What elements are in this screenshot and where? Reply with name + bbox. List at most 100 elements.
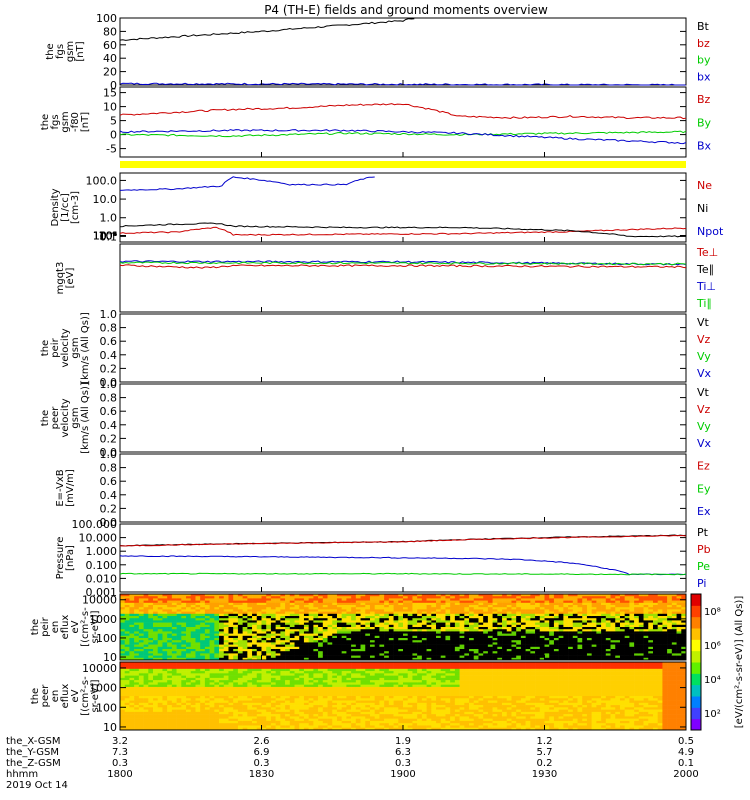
heatmap-cell	[266, 653, 272, 656]
heatmap-cell	[605, 616, 611, 619]
heatmap-cell	[148, 675, 154, 679]
heatmap-cell	[247, 675, 253, 679]
heatmap-cell	[186, 680, 192, 683]
heatmap-cell	[209, 677, 215, 681]
heatmap-cell	[280, 716, 286, 719]
legend-entry: Vz	[697, 403, 711, 416]
heatmap-cell	[162, 611, 168, 615]
heatmap-cell	[186, 705, 192, 708]
heatmap-cell	[374, 609, 380, 612]
heatmap-cell	[398, 611, 404, 615]
heatmap-cell	[252, 607, 258, 610]
heatmap-cell	[233, 668, 239, 672]
heatmap-cell	[469, 618, 475, 621]
heatmap-cell	[506, 605, 512, 608]
heatmap-cell	[181, 602, 187, 606]
heatmap-cell	[157, 727, 163, 731]
heatmap-cell	[181, 711, 187, 715]
heatmap-cell	[454, 631, 460, 634]
heatmap-cell	[459, 655, 465, 659]
heatmap-cell	[384, 629, 390, 632]
heatmap-cell	[138, 705, 144, 708]
heatmap-cell	[195, 677, 201, 681]
heatmap-cell	[186, 602, 192, 606]
heatmap-cell	[228, 671, 234, 674]
heatmap-cell	[190, 689, 196, 692]
heatmap-cell	[299, 627, 305, 630]
series-line-Npot	[119, 176, 375, 191]
heatmap-cell	[577, 633, 583, 637]
heatmap-cell	[544, 618, 550, 621]
heatmap-cell	[619, 607, 625, 610]
heatmap-cell	[162, 720, 168, 724]
heatmap-cell	[266, 686, 272, 690]
heatmap-cell	[577, 646, 583, 650]
heatmap-cell	[266, 662, 272, 665]
heatmap-cell	[134, 714, 140, 717]
heatmap-cell	[369, 644, 375, 648]
heatmap-cell	[120, 631, 126, 634]
heatmap-cell	[124, 686, 130, 690]
heatmap-cell	[153, 646, 159, 650]
heatmap-cell	[417, 609, 423, 612]
heatmap-cell	[138, 675, 144, 679]
heatmap-cell	[143, 693, 149, 697]
heatmap-cell	[506, 611, 512, 615]
heatmap-cell	[436, 633, 442, 637]
heatmap-cell	[586, 596, 592, 599]
heatmap-cell	[167, 707, 173, 710]
heatmap-cell	[497, 616, 503, 619]
heatmap-cell	[638, 602, 644, 606]
heatmap-cell	[440, 598, 446, 601]
heatmap-cell	[261, 613, 267, 617]
heatmap-cell	[558, 640, 564, 643]
heatmap-cell	[190, 600, 196, 604]
heatmap-cell	[648, 624, 654, 628]
heatmap-cell	[181, 631, 187, 634]
heatmap-cell	[615, 624, 621, 628]
heatmap-cell	[134, 682, 140, 685]
series-line-Ni	[119, 222, 687, 238]
heatmap-cell	[157, 720, 163, 724]
heatmap-cell	[549, 646, 555, 650]
heatmap-cell	[638, 613, 644, 617]
heatmap-cell	[289, 664, 295, 667]
heatmap-cell	[629, 594, 635, 597]
heatmap-cell	[355, 640, 361, 643]
heatmap-cell	[200, 673, 206, 676]
heatmap-cell	[426, 613, 432, 617]
heatmap-cell	[120, 607, 126, 610]
heatmap-cell	[200, 622, 206, 626]
heatmap-cell	[676, 657, 682, 661]
heatmap-cell	[412, 642, 418, 645]
heatmap-cell	[167, 668, 173, 672]
heatmap-cell	[204, 664, 210, 667]
heatmap-cell	[502, 631, 508, 634]
heatmap-cell	[374, 607, 380, 610]
heatmap-cell	[195, 709, 201, 713]
heatmap-cell	[520, 598, 526, 601]
heatmap-cell	[497, 649, 503, 652]
heatmap-cell	[153, 709, 159, 713]
heatmap-cell	[520, 616, 526, 619]
heatmap-cell	[351, 644, 357, 648]
heatmap-cell	[586, 620, 592, 623]
heatmap-cell	[487, 627, 493, 630]
heatmap-cell	[346, 657, 352, 661]
heatmap-cell	[582, 651, 588, 654]
heatmap-cell	[289, 598, 295, 601]
heatmap-cell	[157, 616, 163, 619]
heatmap-cell	[601, 629, 607, 632]
heatmap-cell	[544, 631, 550, 634]
heatmap-cell	[148, 602, 154, 606]
heatmap-cell	[360, 607, 366, 610]
heatmap-cell	[379, 618, 385, 621]
heatmap-cell	[492, 618, 498, 621]
heatmap-cell	[289, 635, 295, 639]
heatmap-cell	[648, 653, 654, 656]
heatmap-cell	[186, 675, 192, 679]
heatmap-cell	[200, 611, 206, 615]
heatmap-cell	[181, 613, 187, 617]
heatmap-cell	[219, 689, 225, 692]
heatmap-cell	[384, 633, 390, 637]
